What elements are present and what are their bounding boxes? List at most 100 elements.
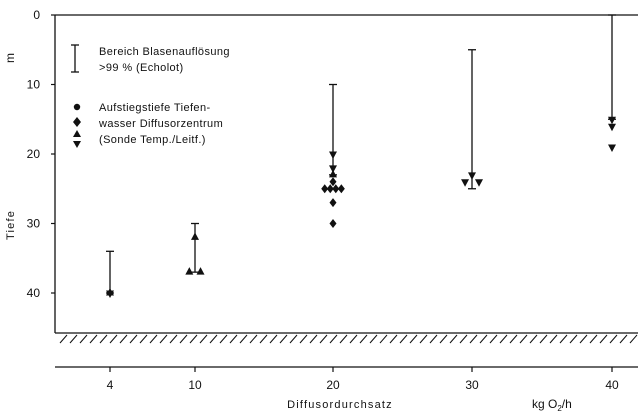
svg-text:kg O2/h: kg O2/h bbox=[532, 397, 572, 413]
hatch-stroke bbox=[219, 334, 228, 344]
legend-markers-line-2: wasser Diffusorzentrum bbox=[98, 118, 223, 130]
hatch-stroke bbox=[209, 334, 218, 344]
legend-triangle-up-marker bbox=[73, 130, 81, 137]
legend-triangle-down-marker bbox=[73, 141, 81, 148]
point-diamond bbox=[321, 184, 329, 194]
lake-bottom-hatching bbox=[59, 334, 638, 344]
hatch-stroke bbox=[79, 334, 88, 344]
hatch-stroke bbox=[539, 334, 548, 344]
legend-range-line-2: >99 % (Echolot) bbox=[99, 62, 184, 74]
legend-markers-line-3: (Sonde Temp./Leitf.) bbox=[99, 134, 206, 146]
x-tick-label: 40 bbox=[605, 378, 619, 392]
hatch-stroke bbox=[139, 334, 148, 344]
point-diamond bbox=[329, 219, 337, 228]
hatch-stroke bbox=[599, 334, 608, 344]
point-triangle-down bbox=[468, 172, 476, 180]
legend-markers-line-1: Aufstiegstiefe Tiefen- bbox=[99, 102, 211, 114]
hatch-stroke bbox=[339, 334, 348, 344]
point-diamond bbox=[337, 184, 345, 194]
point-diamond bbox=[326, 184, 334, 194]
point-triangle-down bbox=[608, 144, 616, 153]
hatch-stroke bbox=[569, 334, 578, 344]
legend-diamond-marker bbox=[73, 117, 81, 127]
hatch-stroke bbox=[309, 334, 318, 344]
hatch-stroke bbox=[89, 334, 98, 344]
hatch-stroke bbox=[269, 334, 278, 344]
legend-circle-marker bbox=[73, 103, 81, 111]
x-axis-title: Diffusordurchsatz bbox=[287, 399, 393, 411]
hatch-stroke bbox=[609, 334, 618, 344]
point-triangle-down bbox=[608, 116, 616, 125]
y-tick-label: 40 bbox=[27, 286, 41, 300]
data-points bbox=[106, 116, 616, 298]
hatch-stroke bbox=[479, 334, 488, 344]
point-triangle-down bbox=[106, 290, 114, 298]
x-tick-label: 20 bbox=[326, 378, 340, 392]
y-tick-label: 30 bbox=[27, 217, 41, 231]
hatch-stroke bbox=[449, 334, 458, 344]
point-diamond bbox=[329, 198, 337, 208]
hatch-stroke bbox=[239, 334, 248, 344]
plot-frame bbox=[54, 14, 638, 368]
hatch-stroke bbox=[189, 334, 198, 344]
legend: Bereich Blasenauflösung >99 % (Echolot) … bbox=[71, 44, 230, 148]
hatch-stroke bbox=[489, 334, 498, 344]
point-triangle-down bbox=[475, 179, 483, 187]
hatch-stroke bbox=[149, 334, 158, 344]
hatch-stroke bbox=[109, 334, 118, 344]
hatch-stroke bbox=[499, 334, 508, 344]
hatch-stroke bbox=[199, 334, 208, 344]
hatch-stroke bbox=[419, 334, 428, 344]
hatch-stroke bbox=[549, 334, 558, 344]
hatch-stroke bbox=[399, 334, 408, 344]
hatch-stroke bbox=[279, 334, 288, 344]
hatch-stroke bbox=[469, 334, 478, 344]
hatch-stroke bbox=[559, 334, 568, 344]
hatch-stroke bbox=[359, 334, 368, 344]
hatch-stroke bbox=[129, 334, 138, 344]
x-tick-label: 10 bbox=[188, 378, 202, 392]
point-triangle-down bbox=[329, 151, 337, 159]
point-triangle-down bbox=[608, 123, 616, 132]
hatch-stroke bbox=[509, 334, 518, 344]
hatch-stroke bbox=[439, 334, 448, 344]
point-triangle-down bbox=[329, 165, 337, 173]
legend-range-line-1: Bereich Blasenauflösung bbox=[99, 46, 230, 58]
hatch-stroke bbox=[159, 334, 168, 344]
hatch-stroke bbox=[99, 334, 108, 344]
x-tick-label: 30 bbox=[465, 378, 479, 392]
hatch-stroke bbox=[409, 334, 418, 344]
hatch-stroke bbox=[619, 334, 628, 344]
legend-range-symbol bbox=[71, 44, 79, 73]
hatch-stroke bbox=[349, 334, 358, 344]
y-axis-unit: m bbox=[3, 53, 17, 63]
hatch-stroke bbox=[329, 334, 338, 344]
hatch-stroke bbox=[369, 334, 378, 344]
point-triangle-up bbox=[185, 267, 194, 275]
point-triangle-up bbox=[329, 169, 337, 178]
hatch-stroke bbox=[629, 334, 638, 344]
hatch-stroke bbox=[379, 334, 388, 344]
hatch-stroke bbox=[579, 334, 588, 344]
hatch-stroke bbox=[179, 334, 188, 344]
hatch-stroke bbox=[529, 334, 538, 344]
hatch-stroke bbox=[59, 334, 68, 344]
x-tick-label: 4 bbox=[107, 378, 114, 392]
hatch-stroke bbox=[519, 334, 528, 344]
y-tick-label: 20 bbox=[27, 147, 41, 161]
hatch-stroke bbox=[169, 334, 178, 344]
x-axis-ticks: 4 10 20 30 40 bbox=[107, 367, 619, 392]
y-tick-label: 0 bbox=[33, 8, 40, 22]
hatch-stroke bbox=[459, 334, 468, 344]
hatch-stroke bbox=[589, 334, 598, 344]
hatch-stroke bbox=[259, 334, 268, 344]
hatch-stroke bbox=[119, 334, 128, 344]
hatch-stroke bbox=[429, 334, 438, 344]
y-tick-label: 10 bbox=[27, 78, 41, 92]
point-triangle-up bbox=[196, 267, 205, 275]
hatch-stroke bbox=[249, 334, 258, 344]
hatch-stroke bbox=[319, 334, 328, 344]
point-triangle-down bbox=[461, 179, 470, 187]
hatch-stroke bbox=[299, 334, 308, 344]
